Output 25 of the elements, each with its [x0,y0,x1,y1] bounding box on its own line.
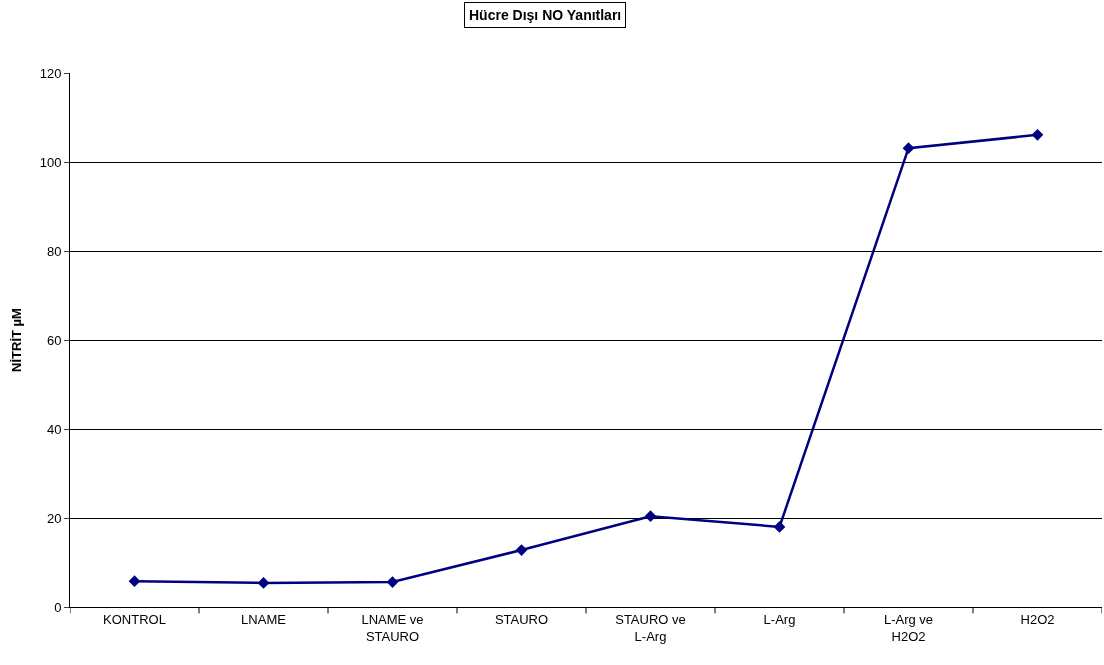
y-axis-title: NİTRİT µM [8,308,24,372]
x-tick-label: LNAME [241,611,287,627]
point [902,142,915,155]
y-tick-label: 100 [39,154,62,170]
y-tick-label: 120 [39,65,62,81]
point [1031,129,1044,141]
x-tick-label: STAURO ve L-Arg [615,611,686,644]
point [773,521,786,533]
x-tick-label: H2O2 [1020,611,1055,627]
x-tick-label: STAURO [494,611,549,627]
x-tick-label: L-Arg [763,611,796,627]
point [386,576,399,588]
point [128,575,141,588]
chart-title: Hücre Dışı NO Yanıtları [469,7,622,23]
point [257,577,270,589]
x-tick-label: KONTROL [103,611,166,627]
y-tick-label: 60 [46,332,62,348]
y-tick-label: 80 [46,243,62,259]
point [515,544,528,556]
y-tick-label: 40 [46,421,62,437]
y-tick-label: 20 [46,510,62,526]
point [644,510,657,523]
x-tick-label: LNAME ve STAURO [361,611,424,644]
x-tick-label: L-Arg ve H2O2 [883,611,934,644]
y-tick-label: 0 [54,599,62,615]
